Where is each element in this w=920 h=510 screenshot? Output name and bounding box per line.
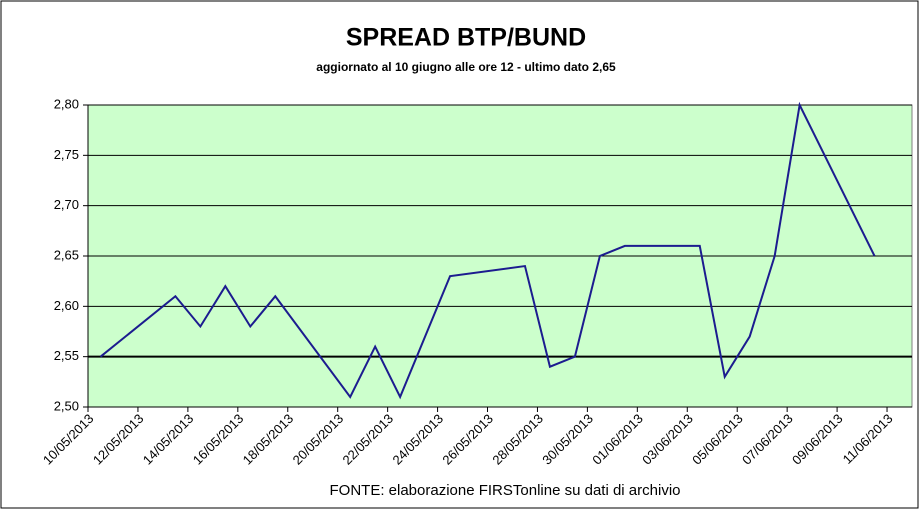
chart-title: SPREAD BTP/BUND	[346, 24, 586, 52]
data-line	[99, 101, 876, 400]
y-tick-label: 2,55	[54, 348, 79, 363]
y-tick-label: 2,75	[54, 147, 79, 162]
chart-subtitle: aggiornato al 10 giugno alle ore 12 - ul…	[316, 60, 616, 74]
y-tick-label: 2,60	[54, 298, 79, 313]
y-tick-label: 2,65	[54, 247, 79, 262]
y-tick-label: 2,70	[54, 197, 79, 212]
source-note: FONTE: elaborazione FIRSTonline su dati …	[330, 482, 681, 499]
y-tick-label: 2,80	[54, 96, 79, 111]
y-tick-label: 2,50	[54, 398, 79, 413]
